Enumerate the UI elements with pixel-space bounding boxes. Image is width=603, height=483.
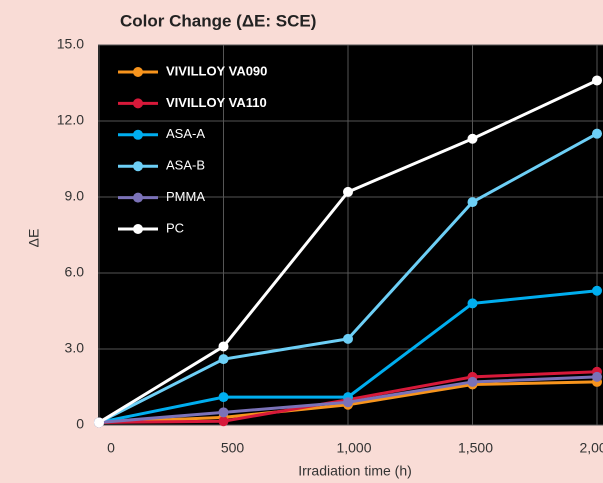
- x-tick-label: 1,500: [458, 440, 493, 456]
- data-point: [467, 197, 478, 208]
- chart-title: Color Change (ΔE: SCE): [120, 11, 316, 30]
- legend-marker: [133, 129, 143, 140]
- data-point: [218, 354, 229, 365]
- legend-label: VIVILLOY VA090: [166, 63, 267, 78]
- data-point: [218, 341, 229, 352]
- data-point: [467, 376, 478, 387]
- y-tick-label: 3.0: [65, 340, 85, 356]
- legend-marker: [133, 98, 143, 109]
- legend-label: PC: [166, 220, 184, 235]
- data-point: [218, 416, 229, 427]
- x-tick-label: 1,000: [336, 440, 371, 456]
- legend-label: VIVILLOY VA110: [166, 95, 267, 110]
- y-tick-label: 0: [76, 416, 84, 432]
- data-point: [343, 397, 353, 408]
- x-tick-label: 0: [107, 440, 115, 456]
- data-point: [343, 333, 353, 344]
- data-point: [218, 407, 229, 418]
- y-tick-label: 15.0: [57, 36, 84, 52]
- data-point: [343, 186, 353, 197]
- y-tick-label: 12.0: [57, 112, 84, 128]
- legend-label: ASA-B: [166, 158, 205, 173]
- plot-area: [98, 45, 603, 425]
- legend-marker: [133, 161, 143, 172]
- data-point: [467, 133, 478, 144]
- data-point: [592, 75, 602, 86]
- y-tick-label: 6.0: [65, 264, 85, 280]
- data-point: [94, 417, 104, 428]
- data-point: [467, 298, 478, 309]
- x-tick-label: 500: [221, 440, 245, 456]
- data-point: [592, 285, 602, 296]
- data-point: [592, 371, 602, 382]
- legend-marker: [133, 67, 143, 77]
- legend-label: ASA-A: [166, 126, 205, 141]
- x-tick-label: 2,000: [579, 440, 603, 456]
- x-axis-label: Irradiation time (h): [298, 463, 412, 479]
- legend-marker: [133, 224, 143, 234]
- data-point: [592, 128, 602, 139]
- legend-marker: [133, 192, 143, 203]
- y-axis-label: ΔE: [26, 229, 42, 248]
- legend-label: PMMA: [166, 189, 205, 204]
- data-point: [218, 392, 229, 403]
- y-tick-label: 9.0: [65, 188, 85, 204]
